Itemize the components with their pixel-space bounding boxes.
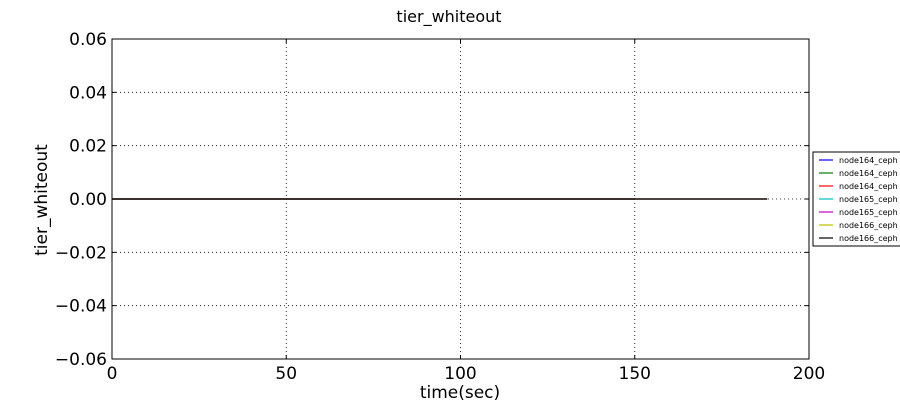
x-tick-label: 200 <box>793 364 825 384</box>
legend-label: node165_ceph <box>839 195 898 204</box>
x-tick-label: 50 <box>275 364 297 384</box>
y-axis-label: tier_whiteout <box>32 144 52 256</box>
ticks: 0 50 100 150 200 −0.06 −0.04 −0.02 0.00 0.02 0.04 0… <box>55 30 825 384</box>
y-tick-label: 0.06 <box>69 30 107 50</box>
legend-label: node164_ceph <box>839 182 898 191</box>
y-tick-label: 0.02 <box>69 137 107 157</box>
legend-label: node164_ceph <box>839 156 898 165</box>
x-tick-label: 100 <box>444 364 476 384</box>
legend: node164_ceph node164_ceph node164_cephnode… <box>812 151 900 247</box>
y-tick-label: −0.06 <box>55 350 107 370</box>
y-tick-label: 0.00 <box>69 190 107 210</box>
y-tick-label: 0.04 <box>69 83 107 103</box>
y-tick-label: −0.02 <box>55 243 107 263</box>
legend-label: node165_ceph <box>839 208 898 217</box>
x-axis-label: time(sec) <box>420 383 500 400</box>
legend-label: node164_ceph <box>839 169 898 178</box>
legend-label: node166_ceph <box>839 221 898 230</box>
legend-label: node166_ceph <box>839 234 898 243</box>
y-tick-label: −0.04 <box>55 297 107 317</box>
x-tick-label: 0 <box>107 364 118 384</box>
x-tick-label: 150 <box>619 364 651 384</box>
chart-title: tier_whiteout <box>396 7 501 27</box>
